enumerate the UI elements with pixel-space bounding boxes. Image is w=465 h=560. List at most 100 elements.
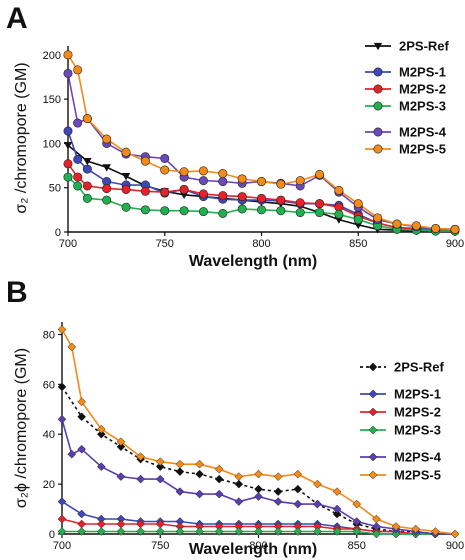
series-line-m2ps-3 — [67, 176, 455, 232]
legend-marker — [373, 42, 383, 51]
data-point-m2ps-5 — [195, 459, 204, 469]
data-point-m2ps-5 — [57, 325, 67, 334]
data-point-m2ps-1 — [57, 497, 67, 506]
series-line-m2ps-5 — [61, 329, 456, 535]
y-tick-label: 100 — [43, 138, 61, 150]
data-point-m2ps-4 — [254, 492, 263, 501]
data-point-m2ps-4 — [198, 176, 208, 186]
data-point-m2ps-4 — [116, 472, 126, 481]
data-point-m2ps-3 — [57, 527, 67, 536]
x-tick-label: 700 — [59, 238, 77, 250]
data-point-m2ps-2 — [276, 195, 286, 205]
legend-marker — [368, 389, 378, 399]
panel-letter-a: A — [6, 2, 28, 35]
legend-label: M2PS-2 — [399, 82, 446, 97]
y-tick-label: 0 — [55, 227, 61, 239]
data-point-m2ps-5 — [276, 179, 286, 189]
data-point-m2ps-3 — [276, 206, 286, 216]
data-point-m2ps-3 — [116, 527, 126, 536]
x-tick-label: 700 — [53, 540, 71, 552]
data-point-m2ps-5 — [273, 472, 283, 481]
data-point-m2ps-5 — [82, 114, 92, 124]
series-line-m2ps-4 — [67, 73, 456, 231]
data-point-m2ps-5 — [67, 342, 77, 352]
data-point-2ps-ref — [214, 474, 224, 484]
data-point-m2ps-2 — [57, 514, 67, 524]
legend-item-m2ps-5: M2PS-5 — [365, 142, 446, 157]
data-point-m2ps-2 — [121, 184, 131, 194]
y-tick-label: 50 — [49, 183, 61, 195]
data-point-m2ps-3 — [82, 193, 92, 203]
y-tick-label: 40 — [43, 429, 55, 441]
data-point-m2ps-1 — [82, 164, 92, 174]
data-point-m2ps-3 — [352, 527, 362, 536]
panel-b: B 700 750 800 850 900 0 20 40 60 80 Wavelength (n… — [6, 276, 464, 558]
legend-marker — [373, 127, 383, 137]
data-point-m2ps-5 — [450, 529, 460, 539]
data-point-m2ps-3 — [102, 195, 112, 205]
data-point-m2ps-4 — [67, 449, 77, 459]
data-point-m2ps-3 — [96, 527, 106, 536]
data-point-m2ps-3 — [315, 208, 325, 218]
legend-label: M2PS-5 — [399, 142, 446, 157]
data-point-m2ps-1 — [73, 154, 83, 164]
legend-item-m2ps-4: M2PS-4 — [360, 450, 442, 465]
data-point-m2ps-3 — [195, 527, 204, 536]
legend-item-m2ps-4: M2PS-4 — [365, 125, 447, 140]
legend-item-m2ps-3: M2PS-3 — [365, 99, 446, 114]
legend-b: 2PS-Ref M2PS-1 M2PS-2 M2PS-3 M2PS-4 M2PS-5 — [360, 360, 445, 483]
y-tick-label: 20 — [43, 479, 55, 491]
data-point-m2ps-2 — [116, 519, 126, 529]
data-point-m2ps-5 — [237, 174, 247, 184]
data-point-m2ps-3 — [214, 527, 224, 536]
y-tick-label: 200 — [43, 50, 61, 62]
legend-item-m2ps-2: M2PS-2 — [365, 82, 446, 97]
data-point-2ps-ref — [354, 221, 363, 230]
data-point-m2ps-2 — [82, 181, 92, 191]
data-point-m2ps-5 — [254, 469, 263, 479]
legend-item-m2ps-2: M2PS-2 — [360, 405, 441, 420]
data-point-m2ps-2 — [77, 519, 87, 529]
legend-marker — [368, 470, 378, 480]
data-point-m2ps-3 — [160, 206, 170, 216]
data-point-m2ps-5 — [332, 487, 342, 496]
data-point-2ps-ref — [83, 157, 92, 166]
data-point-m2ps-3 — [155, 527, 165, 536]
data-point-2ps-ref — [57, 382, 67, 392]
data-point-m2ps-3 — [77, 527, 87, 536]
data-point-2ps-ref — [116, 442, 126, 452]
y-tick-label: 60 — [43, 379, 55, 391]
data-point-m2ps-4 — [372, 522, 381, 531]
data-point-m2ps-5 — [373, 213, 383, 223]
x-tick-label: 750 — [151, 540, 169, 552]
data-point-m2ps-4 — [175, 487, 185, 496]
data-point-m2ps-3 — [372, 529, 381, 539]
data-point-2ps-ref — [234, 479, 244, 489]
series-line-m2ps-4 — [61, 419, 455, 535]
plot-area-a: 700 750 800 850 900 0 50 100 150 200 — [43, 46, 464, 250]
data-point-m2ps-5 — [73, 65, 83, 75]
data-point-m2ps-4 — [218, 177, 228, 187]
data-point-m2ps-3 — [73, 181, 83, 191]
x-tick-label: 800 — [252, 238, 270, 250]
data-point-m2ps-5 — [295, 176, 305, 186]
legend-item-m2ps-3: M2PS-3 — [360, 423, 441, 438]
data-point-m2ps-4 — [234, 497, 244, 506]
data-point-m2ps-2 — [315, 199, 325, 209]
data-point-m2ps-5 — [431, 223, 441, 233]
data-point-m2ps-3 — [254, 527, 263, 536]
data-point-2ps-ref — [175, 467, 185, 477]
data-point-m2ps-3 — [313, 527, 322, 536]
data-point-m2ps-5 — [102, 134, 112, 144]
data-point-2ps-ref — [102, 164, 111, 172]
data-point-m2ps-2 — [160, 187, 170, 197]
data-point-m2ps-4 — [313, 499, 322, 509]
legend-a: 2PS-Ref M2PS-1 M2PS-2 M2PS-3 M2PS-4 M2PS-5 — [365, 39, 450, 157]
data-point-m2ps-5 — [116, 437, 126, 447]
x-tick-label: 800 — [249, 540, 267, 552]
legend-marker — [373, 67, 383, 77]
x-tick-label: 850 — [349, 238, 367, 250]
data-point-m2ps-5 — [140, 156, 150, 166]
x-tick-label: 850 — [348, 540, 366, 552]
